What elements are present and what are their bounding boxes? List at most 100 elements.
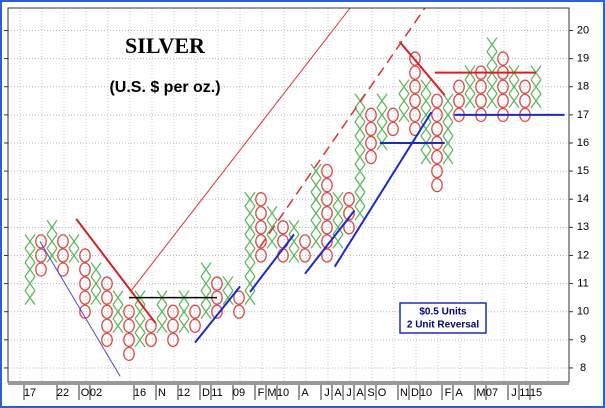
x-box: [112, 318, 124, 334]
o-box: [431, 107, 443, 123]
o-column: [123, 304, 135, 362]
x-box: [310, 177, 322, 193]
o-box: [321, 177, 333, 193]
o-box: [343, 220, 355, 235]
x-box: [244, 248, 256, 263]
o-column: [321, 163, 333, 263]
y-tick-label: 8: [580, 362, 586, 374]
x-box: [90, 262, 102, 277]
o-box: [365, 135, 377, 151]
trend-line: [75, 218, 157, 324]
x-box: [266, 205, 278, 221]
x-tick-label: A: [301, 387, 309, 399]
trend-line: [129, 8, 351, 293]
y-tick-label: 20: [577, 24, 589, 36]
x-box: [156, 304, 168, 320]
x-box: [310, 219, 322, 235]
trend-line: [194, 285, 241, 344]
x-tick-label: O: [378, 387, 387, 399]
o-box: [101, 304, 113, 319]
x-box: [530, 93, 542, 109]
x-column: [112, 290, 124, 334]
x-column: [244, 191, 256, 306]
o-box: [255, 220, 267, 235]
x-box: [244, 205, 256, 221]
y-tick-label: 11: [577, 277, 588, 289]
x-box: [244, 233, 256, 249]
o-box: [321, 163, 333, 179]
x-box: [90, 276, 102, 291]
x-box: [244, 219, 256, 235]
x-box: [288, 233, 300, 249]
o-box: [453, 93, 465, 108]
x-tick-label: 22: [57, 387, 69, 399]
o-box: [387, 107, 399, 123]
x-column: [464, 65, 476, 109]
x-box: [420, 107, 432, 123]
x-box: [178, 318, 190, 334]
x-box: [46, 233, 58, 249]
chart-title: SILVER: [125, 33, 206, 58]
x-box: [24, 290, 36, 306]
x-box: [24, 262, 36, 277]
y-tick-label: 15: [577, 165, 589, 177]
o-column: [79, 248, 91, 319]
x-box: [442, 107, 454, 123]
o-column: [35, 234, 47, 277]
o-column: [387, 107, 399, 137]
o-box: [321, 234, 333, 249]
o-box: [123, 318, 135, 333]
x-box: [332, 191, 344, 207]
o-box: [431, 149, 443, 165]
o-box: [497, 79, 509, 94]
trend-line: [249, 233, 295, 293]
o-box: [79, 262, 91, 277]
o-box: [79, 304, 91, 319]
o-box: [409, 51, 421, 66]
o-box: [233, 290, 245, 305]
x-box: [288, 219, 300, 235]
x-column: [376, 93, 388, 151]
o-box: [145, 332, 157, 347]
o-box: [343, 206, 355, 221]
o-box: [431, 177, 443, 193]
plot-frame: [7, 7, 570, 383]
o-column: [233, 290, 245, 319]
o-box: [409, 93, 421, 108]
o-box: [123, 304, 135, 319]
x-column: [420, 79, 432, 165]
x-box: [134, 332, 146, 348]
x-tick-label: D: [411, 387, 419, 399]
x-tick-label: S: [367, 387, 374, 399]
o-box: [497, 93, 509, 108]
o-column: [365, 107, 377, 165]
o-box: [57, 248, 69, 263]
x-box: [420, 93, 432, 109]
o-box: [189, 318, 201, 333]
o-box: [475, 93, 487, 108]
o-box: [255, 234, 267, 249]
x-tick-label: 11: [519, 387, 530, 399]
o-box: [431, 121, 443, 137]
x-tick-label: A: [455, 387, 463, 399]
x-tick-label: 07: [486, 387, 498, 399]
o-column: [167, 304, 179, 347]
x-box: [354, 149, 366, 165]
x-tick-label: N: [158, 387, 166, 399]
x-tick-label: 10: [277, 387, 289, 399]
o-box: [35, 234, 47, 249]
o-box: [475, 79, 487, 94]
x-column: [442, 93, 454, 165]
o-box: [123, 346, 135, 362]
x-tick-label: D: [202, 387, 210, 399]
x-tick-label: 12: [178, 387, 190, 399]
o-box: [167, 318, 179, 333]
o-box: [409, 79, 421, 94]
x-tick-label: M: [476, 387, 485, 399]
x-box: [200, 262, 212, 277]
x-box: [354, 163, 366, 179]
x-column: [398, 79, 410, 123]
x-box: [134, 318, 146, 334]
x-box: [222, 290, 234, 306]
